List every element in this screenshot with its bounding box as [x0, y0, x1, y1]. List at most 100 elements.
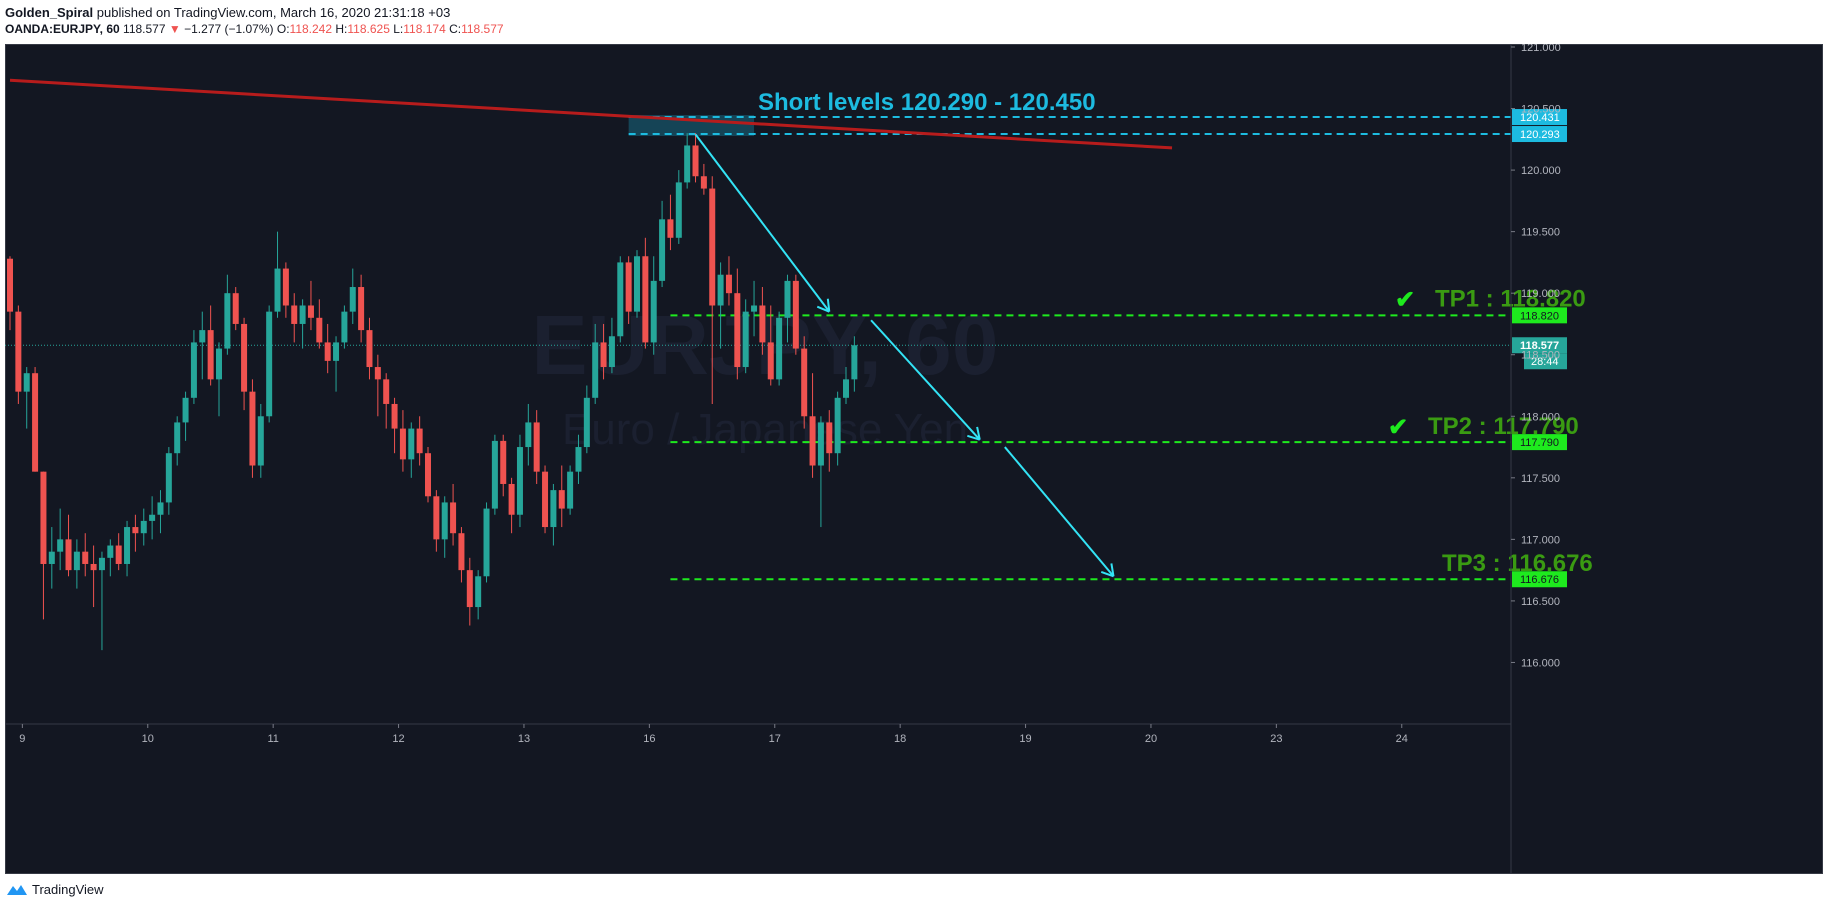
change-value: −1.277 (−1.07%)	[184, 22, 274, 36]
arrow-head-icon	[826, 298, 831, 312]
candle-body	[349, 287, 356, 312]
tp2-price-text: 117.790	[1520, 437, 1559, 449]
candle-body	[149, 514, 156, 521]
candle-body	[851, 345, 858, 380]
candle-body	[232, 293, 239, 324]
candle-body	[32, 373, 39, 472]
candle-body	[199, 330, 206, 343]
candle-body	[600, 342, 607, 368]
candle-body	[190, 342, 197, 398]
tp1-check-icon: ✔	[1395, 286, 1415, 313]
candle-body	[751, 305, 758, 312]
projection-arrow-line	[694, 133, 831, 313]
candle-body	[257, 416, 264, 466]
publish-info: Golden_Spiral published on TradingView.c…	[5, 5, 450, 20]
x-tick-label: 19	[1019, 733, 1031, 745]
arrow-head-icon	[976, 426, 981, 440]
candle-body	[700, 176, 707, 189]
tp2-price-tag	[1512, 434, 1567, 451]
candle-body	[425, 453, 431, 497]
annotations: Short levels 120.290 - 120.450 ✔ TP1 : 118…	[758, 89, 1593, 577]
candle-body	[483, 508, 490, 577]
x-tick-label: 10	[142, 733, 154, 745]
x-tick-label: 11	[267, 733, 278, 745]
candle-body	[475, 576, 482, 608]
watermark-name: Euro / Japanese Yen	[562, 405, 968, 454]
candle-body	[57, 539, 64, 552]
candle-body	[642, 256, 649, 343]
footer: TradingView	[0, 874, 1828, 908]
tradingview-logo[interactable]: TradingView	[6, 882, 104, 897]
tp1-price-text: 118.820	[1520, 310, 1559, 322]
candle-body	[817, 422, 824, 466]
y-tick-label: 121.000	[1521, 44, 1561, 54]
y-tick-label: 120.500	[1521, 104, 1561, 116]
projection-arrow-line	[870, 319, 981, 441]
projection-arrow-line	[1004, 446, 1115, 577]
candle-body	[7, 258, 13, 312]
candle-body	[834, 397, 841, 454]
high-label: H:	[335, 22, 348, 36]
candle-body	[73, 551, 80, 571]
price-chart[interactable]: EURJPY, 60Euro / Japanese Yen 120.431120…	[5, 44, 1823, 874]
resistance-trendline	[9, 78, 1173, 150]
trendline	[9, 78, 1173, 150]
author-name[interactable]: Golden_Spiral	[5, 5, 94, 20]
candle-body	[207, 330, 214, 380]
candle-body	[224, 293, 231, 349]
x-tick-label: 23	[1270, 733, 1282, 745]
candle-body	[90, 563, 97, 571]
candle-body	[826, 422, 833, 454]
arrow-head-icon	[816, 305, 830, 313]
x-tick-label: 24	[1396, 733, 1408, 745]
tp3-price-tag	[1512, 571, 1567, 588]
y-tick-label: 118.000	[1521, 411, 1560, 423]
candle-body	[525, 422, 532, 448]
x-tick-label: 20	[1145, 733, 1157, 745]
candle-body	[40, 471, 47, 564]
x-tick-label: 12	[392, 733, 404, 745]
candle-body	[266, 311, 273, 417]
x-tick-label: 18	[894, 733, 906, 745]
countdown-tag	[1524, 353, 1567, 370]
candle-body	[174, 422, 181, 454]
x-tick-label: 17	[769, 733, 781, 745]
candle-body	[567, 471, 574, 509]
short_lower-price-tag	[1512, 126, 1567, 143]
tp2-label: TP2 : 117.790	[1428, 413, 1579, 440]
candle-body	[115, 545, 122, 564]
candle-body	[358, 287, 365, 331]
candles	[7, 133, 858, 651]
candle-body	[82, 551, 89, 564]
candle-body	[617, 262, 624, 337]
arrow-head-icon	[1110, 563, 1115, 577]
low-value: 118.174	[403, 22, 446, 36]
high-value: 118.625	[347, 22, 390, 36]
change-arrow-icon: ▼	[168, 22, 181, 36]
candle-body	[416, 428, 423, 454]
countdown-text: 28:44	[1531, 356, 1559, 368]
candle-body	[776, 317, 783, 380]
candle-body	[659, 219, 666, 281]
candle-body	[65, 539, 72, 571]
symbol-label[interactable]: OANDA:EURJPY, 60	[5, 22, 120, 36]
candle-body	[809, 416, 816, 466]
low-label: L:	[393, 22, 404, 36]
arrow-head-icon	[967, 434, 981, 441]
tp3-price-text: 116.676	[1520, 574, 1559, 586]
y-tick-label: 116.500	[1521, 596, 1560, 608]
candle-body	[592, 342, 599, 398]
footer-logo-text: TradingView	[32, 882, 104, 897]
candle-body	[165, 453, 172, 503]
candle-body	[767, 342, 774, 380]
candle-body	[107, 545, 114, 558]
published-text: published on TradingView.com, March 16, …	[96, 5, 451, 20]
candle-body	[500, 440, 507, 484]
candle-body	[667, 219, 674, 238]
candle-body	[558, 490, 565, 509]
candle-body	[583, 397, 590, 448]
candle-body	[124, 527, 131, 564]
close-label: C:	[449, 22, 462, 36]
axes: 121.000 120.500 120.000 119.500 119.000 118.5…	[5, 44, 1561, 874]
projection-arrows	[694, 133, 1115, 578]
